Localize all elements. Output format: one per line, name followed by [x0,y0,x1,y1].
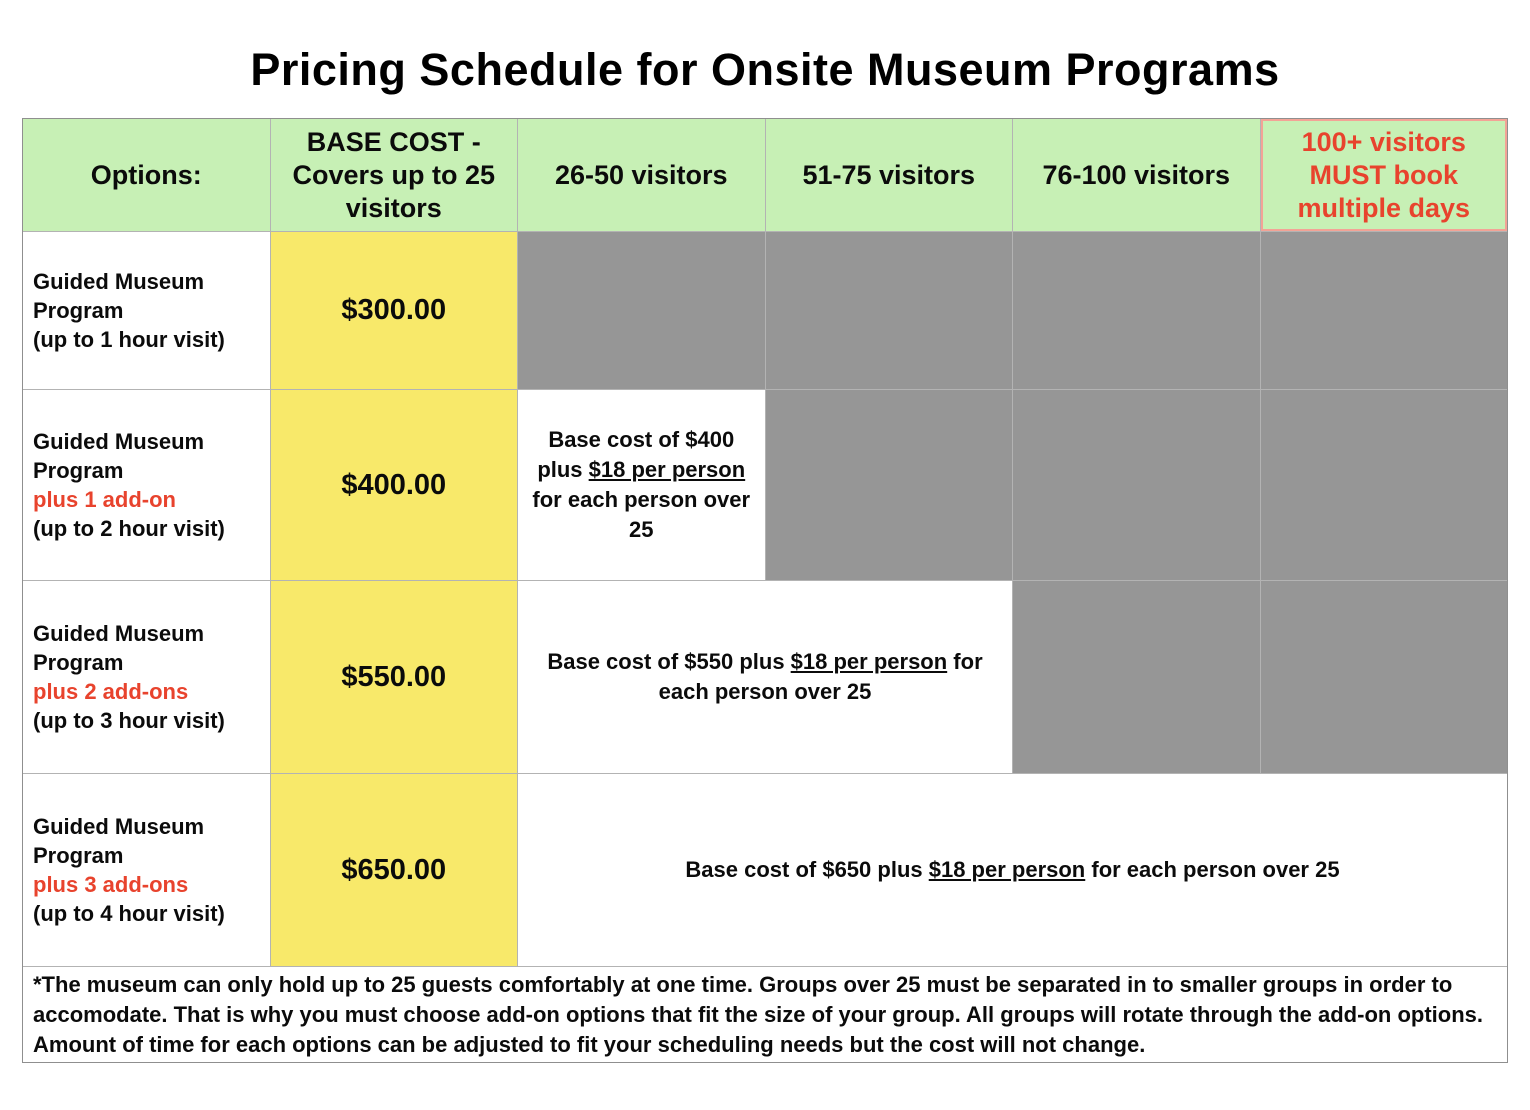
program-name: Guided Museum Program [33,269,205,323]
unavailable-cell [518,232,765,389]
unavailable-cell [1013,581,1260,773]
unavailable-cell [1260,232,1507,389]
pricing-detail-text: Base cost of $400 plus $18 per person fo… [532,427,751,542]
column-header-100-plus-line: 100+ visitors [1301,126,1466,157]
page-title: Pricing Schedule for Onsite Museum Progr… [250,44,1280,95]
program-label-cell: Guided Museum Program plus 2 add-ons (up… [23,581,270,773]
base-cost-cell: $300.00 [270,232,517,389]
program-addon: plus 2 add-ons [33,679,189,704]
column-header-base-cost-line: BASE COST - [306,126,481,157]
column-header-options-label: Options: [90,159,202,190]
program-label-cell: Guided Museum Program (up to 1 hour visi… [23,232,270,389]
base-cost-value: $550.00 [341,660,447,693]
pricing-table: Options: BASE COST - Covers up to 25 vis… [22,118,1508,1063]
column-header-76-100-visitors: 76-100 visitors [1013,119,1260,231]
unavailable-cell [1013,232,1260,389]
program-addon: plus 3 add-ons [33,872,189,897]
column-header-100-plus-visitors: 100+ visitors MUST book multiple days [1260,119,1507,231]
unavailable-cell [765,232,1012,389]
column-header-base-cost-line: visitors [345,192,442,223]
unavailable-cell [765,390,1012,580]
column-header-base-cost-line: Covers up to 25 [292,159,496,190]
base-cost-cell: $400.00 [270,390,517,580]
column-header-100-plus-line: multiple days [1297,192,1471,223]
column-header-76-100-label: 76-100 visitors [1042,159,1231,190]
pricing-detail-cell: Base cost of $550 plus $18 per person fo… [518,581,1012,773]
per-person-rate: $18 per person [790,649,948,674]
per-person-rate: $18 per person [928,857,1086,882]
program-name: Guided Museum Program [33,814,205,868]
base-cost-cell: $650.00 [270,774,517,966]
base-cost-value: $300.00 [341,294,447,326]
column-header-26-50-visitors: 26-50 visitors [518,119,765,231]
program-label-cell: Guided Museum Program plus 1 add-on (up … [23,390,270,580]
unavailable-cell [1260,390,1507,580]
pricing-detail-text: Base cost of $650 plus $18 per person fo… [685,857,1340,882]
unavailable-cell [1260,581,1507,773]
program-duration: (up to 3 hour visit) [33,708,225,733]
unavailable-cell [1013,390,1260,580]
base-cost-value: $400.00 [341,468,447,501]
column-header-51-75-visitors: 51-75 visitors [765,119,1012,231]
column-header-26-50-label: 26-50 visitors [554,159,728,190]
column-header-51-75-label: 51-75 visitors [802,159,976,190]
program-duration: (up to 2 hour visit) [33,516,225,541]
program-addon: plus 1 add-on [33,487,176,512]
column-header-options: Options: [23,119,270,231]
program-label-cell: Guided Museum Program plus 3 add-ons (up… [23,774,270,966]
per-person-rate: $18 per person [588,457,746,482]
program-name: Guided Museum Program [33,429,205,483]
program-duration: (up to 4 hour visit) [33,901,225,926]
footnote-text: *The museum can only hold up to 25 guest… [33,971,1483,1057]
pricing-detail-cell: Base cost of $400 plus $18 per person fo… [518,390,765,580]
pricing-detail-text: Base cost of $550 plus $18 per person fo… [547,649,983,704]
base-cost-cell: $550.00 [270,581,517,773]
footnote: *The museum can only hold up to 25 guest… [23,967,1507,1062]
base-cost-value: $650.00 [341,853,447,886]
column-header-base-cost: BASE COST - Covers up to 25 visitors [270,119,517,231]
program-duration: (up to 1 hour visit) [33,327,225,352]
column-header-100-plus-line: MUST book [1309,159,1459,190]
program-name: Guided Museum Program [33,621,205,675]
pricing-detail-cell: Base cost of $650 plus $18 per person fo… [518,774,1507,966]
